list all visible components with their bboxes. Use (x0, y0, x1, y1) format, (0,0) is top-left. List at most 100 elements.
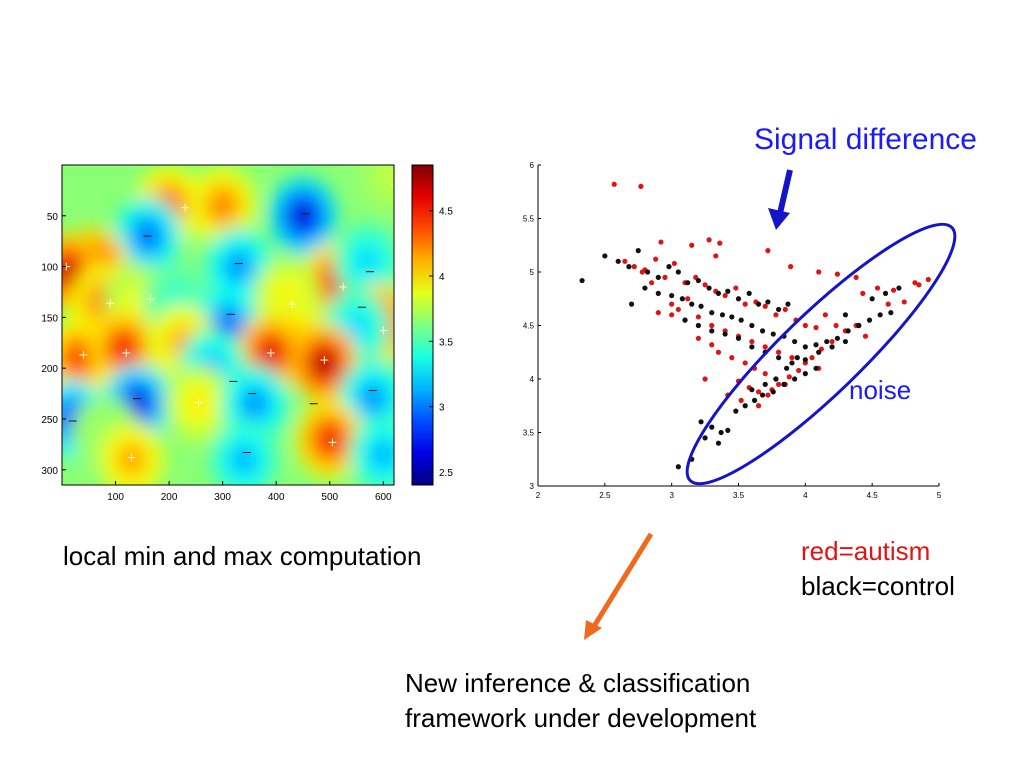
scatter-point-control (749, 387, 755, 393)
scatter-point-autism (749, 338, 755, 345)
scatter-point-control (816, 349, 822, 355)
scatter-point-autism (755, 389, 762, 395)
scatter-y-tick-label: 6 (530, 161, 535, 170)
extremum-max-marker (339, 282, 348, 291)
colorbar-tick-label: 3.5 (439, 337, 453, 348)
scatter-point-control (794, 355, 800, 361)
scatter-point-control (635, 248, 641, 254)
scatter-point-autism (722, 292, 728, 299)
colorbar-tick-label: 2.5 (439, 468, 453, 479)
scatter-y-tick-label: 5 (530, 268, 535, 277)
scatter-point-control (709, 424, 715, 430)
scatter-point-autism (685, 296, 691, 302)
scatter-point-control (834, 335, 841, 341)
scatter-point-control (675, 464, 681, 470)
scatter-point-autism (622, 258, 628, 264)
scatter-point-autism (776, 349, 782, 355)
scatter-point-autism (762, 303, 768, 309)
bottom-caption-line2: framework under development (405, 703, 757, 733)
scatter-point-autism (658, 239, 664, 245)
scatter-point-control (702, 435, 708, 441)
scatter-x-tick-label: 4 (803, 491, 808, 500)
scatter-point-control (773, 376, 779, 382)
scatter-point-control (776, 355, 782, 361)
scatter-point-autism (675, 306, 681, 313)
scatter-point-control (802, 371, 808, 377)
heatmap-y-tick-label: 250 (41, 415, 58, 426)
extremum-max-marker (328, 438, 337, 447)
heatmap-cell (246, 394, 263, 413)
scatter-point-autism (786, 374, 792, 380)
scatter-point-autism (834, 271, 841, 277)
scatter-point-autism (742, 360, 748, 366)
scatter-point-autism (912, 280, 918, 286)
heatmap-x-tick-label: 600 (375, 492, 392, 503)
noise-ellipse (685, 222, 957, 486)
scatter-point-control (770, 331, 776, 337)
scatter-point-control (762, 381, 768, 387)
extremum-max-marker (79, 350, 88, 359)
scatter-point-autism (762, 371, 768, 377)
heatmap-frame (61, 164, 395, 486)
scatter-point-control (626, 264, 632, 270)
scatter-point-control (642, 285, 648, 291)
scatter-point-control (682, 317, 688, 323)
scatter-point-control (725, 427, 731, 433)
scatter-point-autism (689, 242, 695, 248)
scatter-point-control (722, 331, 728, 337)
scatter-point-control (718, 429, 724, 436)
scatter-point-control (869, 296, 875, 302)
colorbar-tick-label: 4.5 (439, 207, 453, 218)
scatter-point-control (679, 296, 685, 302)
scatter-point-autism (631, 264, 637, 270)
scatter-point-control (746, 290, 752, 296)
scatter-point-autism (885, 301, 891, 307)
heatmap-x-tick-label: 300 (214, 492, 231, 503)
scatter-point-autism (765, 248, 771, 254)
heatmap-x-axis: 100 200 300 400 500 600 (107, 481, 392, 503)
scatter-point-control (792, 338, 798, 345)
heatmap-cell (294, 206, 311, 225)
scatter-point-control (655, 274, 661, 280)
scatter-point-control (655, 290, 661, 296)
heatmap-cell (364, 389, 381, 408)
scatter-point-autism (669, 312, 675, 318)
extremum-max-marker (122, 348, 131, 357)
extrema-markers (62, 181, 398, 462)
extremum-max-marker (320, 356, 329, 365)
heatmap-x-tick-label: 500 (321, 492, 338, 503)
scatter-point-control (709, 328, 715, 334)
scatter-point-control (776, 306, 782, 313)
scatter-point-autism (709, 342, 715, 348)
scatter-point-control (669, 292, 675, 299)
scatter-point-control (695, 322, 702, 329)
scatter-point-autism (702, 376, 708, 382)
scatter-x-tick-label: 2.5 (599, 491, 611, 500)
heatmap-colorbar: 2.5 3 3.5 4 4.5 (411, 164, 453, 486)
scatter-point-control (715, 290, 722, 296)
scatter-point-autism (925, 276, 931, 283)
heatmap-cell (348, 318, 365, 337)
scatter-point-autism (916, 282, 922, 288)
scatter-point-control (695, 277, 702, 284)
scatter-point-autism (833, 322, 839, 329)
scatter-point-control (770, 389, 776, 395)
scatter-point-control (579, 277, 585, 284)
orange-arrow (584, 532, 654, 640)
scatter-y-tick-label: 4.5 (523, 322, 535, 331)
heatmap-x-tick-label: 200 (161, 492, 178, 503)
legend-red: red=autism (801, 536, 931, 566)
heatmap-cell (359, 252, 376, 271)
signal-arrow (768, 169, 793, 230)
scatter-point-control (755, 301, 762, 307)
scatter-point-autism (649, 280, 655, 286)
heatmap-y-tick-label: 200 (41, 364, 58, 375)
scatter-point-autism (782, 306, 788, 313)
scatter-axes: 2 2.5 3 3.5 4 4.5 5 3 3.5 4 4.5 5 5.5 6 (523, 161, 942, 500)
scatter-point-autism (788, 264, 794, 270)
scatter-point-control (882, 290, 889, 296)
extremum-max-marker (106, 299, 115, 308)
colorbar-bar (411, 164, 434, 486)
scatter-point-autism (890, 287, 897, 293)
